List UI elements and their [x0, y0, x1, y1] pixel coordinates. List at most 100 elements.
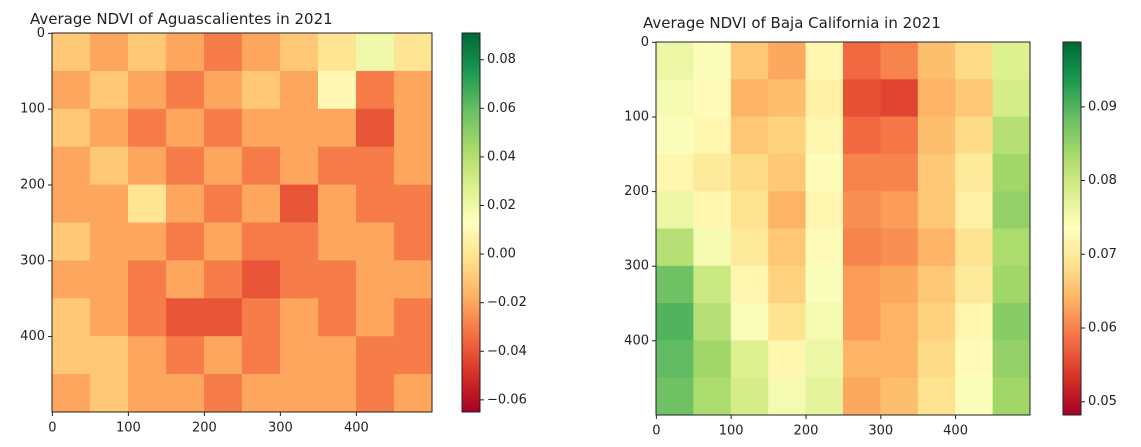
heatmap-cell — [280, 146, 319, 186]
heatmap-cell — [356, 108, 395, 148]
heatmap-cell — [880, 191, 919, 229]
heatmap-cell — [693, 191, 732, 229]
heatmap-cell — [656, 265, 694, 304]
heatmap-cell — [356, 33, 395, 72]
heatmap-cell — [318, 336, 357, 375]
heatmap-cell — [90, 374, 129, 413]
heatmap-cell — [166, 374, 205, 413]
heatmap-cell — [768, 340, 807, 379]
heatmap-cell — [90, 184, 129, 223]
x-tick-label: 300 — [268, 421, 293, 436]
heatmap-cell — [52, 184, 91, 223]
heatmap-cell — [955, 265, 994, 304]
heatmap-cell — [693, 265, 732, 304]
heatmap-cell — [805, 79, 844, 118]
heatmap-cell — [394, 374, 433, 413]
heatmap-cell — [917, 79, 956, 118]
heatmap-cell — [768, 303, 807, 341]
heatmap-cell — [992, 153, 1031, 192]
heatmap-cell — [394, 222, 433, 261]
heatmap-cell — [693, 153, 732, 192]
heatmap-cell — [805, 265, 844, 304]
heatmap-cell — [242, 33, 281, 72]
x-tick-label: 200 — [794, 424, 819, 439]
heatmap-cell — [204, 184, 243, 223]
heatmap-cell — [166, 33, 205, 72]
heatmap-cell — [880, 377, 919, 416]
heatmap-cell — [128, 184, 167, 223]
heatmap-cell — [52, 374, 91, 413]
heatmap-cell — [917, 191, 956, 229]
heatmap-cell — [128, 260, 167, 299]
heatmap-cell — [880, 265, 919, 304]
heatmap-cell — [693, 303, 732, 341]
plot-frame — [51, 32, 433, 413]
heatmap-cell — [693, 79, 732, 118]
heatmap-cell — [318, 222, 357, 261]
heatmap-cell — [880, 79, 919, 118]
heatmap-cell — [656, 153, 694, 192]
heatmap-cell — [356, 222, 395, 261]
heatmap-cell — [917, 153, 956, 192]
heatmap-cell — [394, 298, 433, 337]
heatmap-cell — [730, 340, 769, 379]
heatmap-cell — [843, 191, 881, 229]
heatmap-cell — [843, 377, 881, 416]
heatmap-cell — [843, 303, 881, 341]
heatmap-cell — [318, 108, 357, 148]
heatmap-cell — [768, 153, 807, 192]
heatmap-cell — [955, 79, 994, 118]
heatmap-cell — [730, 153, 769, 192]
heatmap-cell — [917, 340, 956, 379]
heatmap-cell — [90, 260, 129, 299]
heatmap-cell — [768, 228, 807, 267]
heatmap-cell — [204, 33, 243, 72]
heatmap-cell — [955, 228, 994, 267]
heatmap-cell — [992, 191, 1031, 229]
heatmap-cell — [730, 265, 769, 304]
colorbar-tick-label: 0.05 — [1088, 394, 1117, 409]
heatmap-cell — [917, 42, 956, 80]
heatmap-cell — [394, 260, 433, 299]
colorbar — [461, 32, 481, 413]
y-tick-label: 300 — [624, 259, 649, 274]
heatmap-cell — [992, 116, 1031, 155]
heatmap-cell — [880, 153, 919, 192]
colorbar-tick-label: 0.06 — [1088, 321, 1117, 336]
heatmap-cell — [768, 377, 807, 416]
colorbar-tick-label: −0.02 — [487, 295, 527, 310]
heatmap-cell — [730, 377, 769, 416]
y-tick-label: 200 — [624, 184, 649, 199]
heatmap-cell — [242, 336, 281, 375]
heatmap-cell — [204, 374, 243, 413]
heatmap-cell — [805, 42, 844, 80]
heatmap-cell — [242, 298, 281, 337]
heatmap-cell — [805, 228, 844, 267]
heatmap-cell — [128, 222, 167, 261]
heatmap-cell — [730, 116, 769, 155]
heatmap-cell — [768, 191, 807, 229]
heatmap-cell — [656, 377, 694, 416]
heatmap-cell — [394, 108, 433, 148]
heatmap-cell — [128, 374, 167, 413]
heatmap-cell — [843, 228, 881, 267]
heatmap-cell — [318, 70, 357, 110]
heatmap-cell — [90, 108, 129, 148]
heatmap-cell — [204, 336, 243, 375]
heatmap-cell — [693, 377, 732, 416]
heatmap-cell — [917, 116, 956, 155]
x-tick-label: 200 — [192, 421, 217, 436]
colorbar-tick-label: 0.08 — [1088, 173, 1117, 188]
heatmap-cell — [204, 222, 243, 261]
heatmap-cell — [318, 184, 357, 223]
heatmap-cell — [730, 228, 769, 267]
colorbar-tick-label: 0.04 — [487, 149, 516, 164]
heatmap-cell — [52, 33, 91, 72]
heatmap-cell — [242, 184, 281, 223]
x-tick-label: 100 — [719, 424, 744, 439]
heatmap-cell — [768, 265, 807, 304]
heatmap-cell — [693, 42, 732, 80]
heatmap-cell — [805, 303, 844, 341]
heatmap-cell — [992, 265, 1031, 304]
